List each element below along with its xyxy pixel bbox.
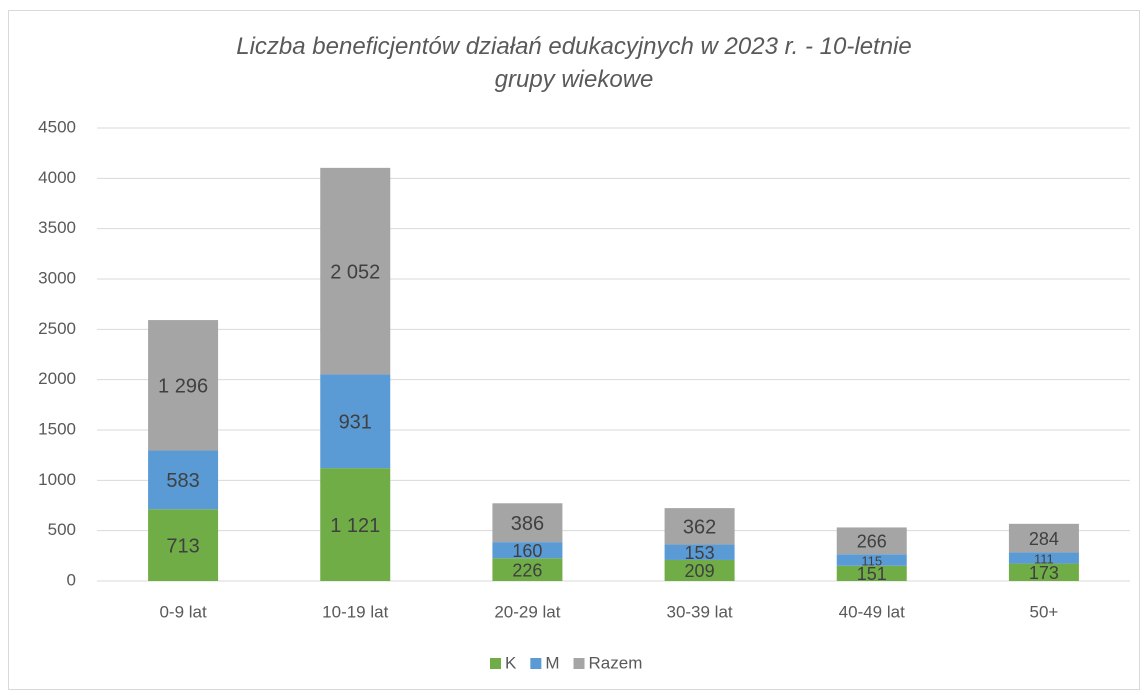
legend-label: Razem [589,653,643,672]
data-label: 362 [683,517,716,539]
bar-segment [664,559,735,581]
data-label: 173 [1029,563,1059,583]
data-label: 1 121 [330,515,380,537]
data-label: 266 [857,532,887,552]
data-label: 209 [685,561,715,581]
x-tick-label: 10-19 lat [322,602,388,621]
x-tick-label: 0-9 lat [159,602,207,621]
bar-segment [836,527,907,555]
data-label: 151 [857,564,887,584]
bar-segment [148,509,219,581]
bar-segment [1008,523,1079,553]
data-label: 226 [512,560,542,580]
bar-segment [320,167,391,375]
x-tick-label: 30-39 lat [666,602,732,621]
y-tick-label: 3500 [38,218,76,237]
bar-segment [148,320,219,451]
x-tick-label: 40-49 lat [839,602,905,621]
data-label: 115 [861,553,882,568]
data-label: 931 [339,412,372,434]
data-label: 583 [166,470,199,492]
bar-segment [836,565,907,581]
y-tick-label: 1000 [38,470,76,489]
bar-segment [492,542,563,559]
bar-segment [492,558,563,581]
bar-segment [1008,552,1079,564]
data-label: 1 296 [158,376,208,398]
data-label: 713 [166,535,199,557]
legend-label: K [505,653,517,672]
data-label: 111 [1034,551,1054,566]
legend-swatch [490,658,501,669]
y-tick-label: 0 [67,570,76,589]
y-tick-label: 4500 [38,117,76,136]
y-tick-label: 4000 [38,168,76,187]
y-tick-label: 500 [48,520,76,539]
data-label: 284 [1029,529,1059,549]
bar-segment [320,374,391,469]
data-label: 160 [512,541,542,561]
x-tick-label: 50+ [1029,602,1058,621]
bar-segment [836,554,907,566]
bar-segment [1008,563,1079,581]
bar-segment [492,503,563,543]
data-label: 2 052 [330,261,380,283]
data-label: 153 [685,543,715,563]
y-tick-label: 1500 [38,419,76,438]
bar-segment [664,544,735,560]
bar-segment [664,508,735,545]
legend-swatch [530,658,542,669]
bar-segment [148,450,219,510]
y-tick-label: 2500 [38,319,76,338]
y-tick-label: 3000 [38,268,76,287]
y-tick-label: 2000 [38,369,76,388]
bar-segment [320,468,391,581]
x-tick-label: 20-29 lat [494,602,560,621]
legend-swatch [573,658,585,669]
legend-label: M [545,653,559,672]
chart-title: Liczba beneficjentów działań edukacyjnyc… [236,33,912,93]
data-label: 386 [511,513,544,535]
